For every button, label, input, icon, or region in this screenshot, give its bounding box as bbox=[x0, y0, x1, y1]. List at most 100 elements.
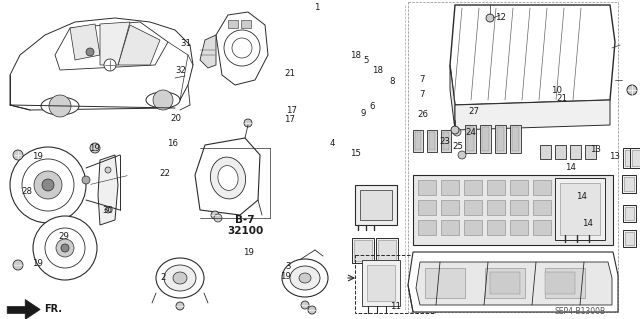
Bar bbox=[533, 220, 551, 235]
Bar bbox=[512, 127, 519, 151]
Bar bbox=[533, 200, 551, 215]
Circle shape bbox=[33, 216, 97, 280]
Polygon shape bbox=[7, 300, 40, 319]
Text: 4: 4 bbox=[330, 139, 335, 148]
Bar bbox=[482, 127, 489, 151]
Bar bbox=[418, 220, 436, 235]
Bar bbox=[487, 200, 505, 215]
Bar bbox=[241, 20, 251, 28]
Circle shape bbox=[49, 95, 71, 117]
Bar bbox=[624, 177, 634, 191]
Polygon shape bbox=[195, 138, 260, 215]
Bar bbox=[490, 272, 520, 294]
Bar bbox=[427, 130, 437, 152]
Bar bbox=[429, 132, 435, 150]
Text: 5: 5 bbox=[364, 56, 369, 65]
Text: 19: 19 bbox=[280, 272, 291, 281]
Bar bbox=[510, 200, 528, 215]
Circle shape bbox=[45, 228, 85, 268]
Polygon shape bbox=[455, 100, 610, 130]
Ellipse shape bbox=[299, 273, 311, 283]
Bar bbox=[441, 180, 459, 195]
Circle shape bbox=[104, 59, 116, 71]
Bar bbox=[545, 268, 585, 298]
Circle shape bbox=[13, 260, 23, 270]
Text: 7: 7 bbox=[420, 90, 425, 99]
Circle shape bbox=[232, 38, 252, 58]
Bar bbox=[487, 220, 505, 235]
Bar bbox=[415, 132, 421, 150]
Text: 21: 21 bbox=[284, 69, 296, 78]
Text: B-7: B-7 bbox=[236, 215, 255, 225]
Text: 19: 19 bbox=[90, 144, 100, 153]
Bar bbox=[555, 178, 605, 240]
Text: 29: 29 bbox=[59, 232, 69, 241]
Circle shape bbox=[105, 207, 111, 213]
Text: 24: 24 bbox=[465, 128, 476, 137]
Bar bbox=[441, 220, 459, 235]
Text: 13: 13 bbox=[609, 152, 620, 161]
Bar bbox=[632, 150, 640, 166]
Circle shape bbox=[153, 90, 173, 110]
Polygon shape bbox=[55, 22, 168, 70]
Ellipse shape bbox=[282, 259, 328, 297]
Circle shape bbox=[486, 14, 494, 22]
Text: 32100: 32100 bbox=[227, 226, 263, 236]
Bar bbox=[418, 200, 436, 215]
Text: 6: 6 bbox=[370, 102, 375, 111]
Circle shape bbox=[105, 167, 111, 173]
Bar bbox=[495, 125, 506, 153]
Bar bbox=[630, 148, 640, 168]
Text: 27: 27 bbox=[468, 107, 479, 116]
Bar bbox=[362, 260, 400, 306]
Bar bbox=[355, 185, 397, 225]
Bar bbox=[354, 240, 372, 261]
Circle shape bbox=[61, 244, 69, 252]
Circle shape bbox=[451, 126, 459, 134]
Bar bbox=[485, 268, 525, 298]
Bar bbox=[623, 148, 638, 168]
Text: 15: 15 bbox=[349, 149, 361, 158]
Text: 19: 19 bbox=[32, 152, 42, 161]
Text: 1: 1 bbox=[314, 4, 319, 12]
Bar bbox=[228, 20, 238, 28]
Bar bbox=[443, 132, 449, 150]
Bar bbox=[556, 200, 574, 215]
Text: 17: 17 bbox=[285, 106, 297, 115]
Text: 2: 2 bbox=[161, 273, 166, 282]
Bar bbox=[425, 268, 465, 298]
Bar bbox=[533, 180, 551, 195]
Bar bbox=[570, 145, 581, 159]
Text: 14: 14 bbox=[575, 192, 587, 201]
Bar bbox=[556, 220, 574, 235]
Circle shape bbox=[458, 151, 466, 159]
Text: 11: 11 bbox=[390, 302, 401, 311]
Text: 12: 12 bbox=[495, 13, 506, 22]
Bar bbox=[418, 180, 436, 195]
Text: 22: 22 bbox=[159, 169, 171, 178]
Text: 25: 25 bbox=[452, 142, 463, 151]
Bar bbox=[555, 145, 566, 159]
Bar bbox=[623, 205, 636, 222]
Text: 18: 18 bbox=[372, 66, 383, 75]
Text: 19: 19 bbox=[243, 248, 253, 256]
Text: 31: 31 bbox=[180, 39, 191, 48]
Bar bbox=[560, 183, 600, 235]
Bar bbox=[480, 125, 491, 153]
Polygon shape bbox=[450, 65, 455, 130]
Ellipse shape bbox=[290, 266, 320, 290]
Text: 10: 10 bbox=[551, 86, 563, 95]
Ellipse shape bbox=[41, 97, 79, 115]
Polygon shape bbox=[100, 22, 130, 65]
Text: 26: 26 bbox=[417, 110, 428, 119]
Bar bbox=[497, 127, 504, 151]
Bar bbox=[510, 125, 521, 153]
Bar bbox=[622, 175, 636, 193]
Bar bbox=[464, 200, 482, 215]
Bar bbox=[579, 200, 597, 215]
Bar bbox=[413, 175, 613, 245]
Circle shape bbox=[82, 176, 90, 184]
Bar bbox=[540, 145, 551, 159]
Polygon shape bbox=[216, 12, 268, 85]
Polygon shape bbox=[416, 262, 612, 305]
